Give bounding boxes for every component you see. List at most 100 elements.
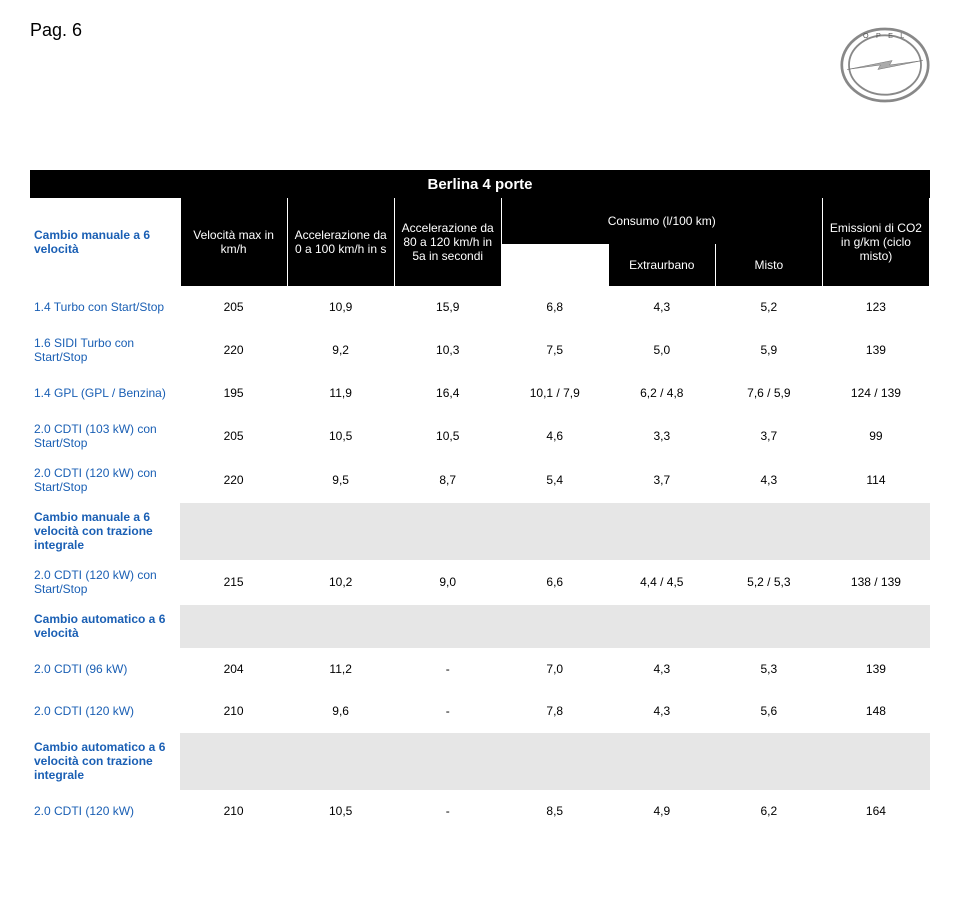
data-cell: 205 — [180, 286, 287, 328]
data-cell: 9,2 — [287, 328, 394, 372]
data-cell: - — [394, 690, 501, 732]
section-empty-cell — [715, 732, 822, 790]
data-cell: 5,9 — [715, 328, 822, 372]
data-cell: 16,4 — [394, 372, 501, 414]
data-cell: 9,5 — [287, 458, 394, 502]
col-acc-80-120: Accelerazione da 80 a 120 km/h in 5a in … — [394, 198, 501, 286]
data-cell: 164 — [822, 790, 929, 832]
row-label: 2.0 CDTI (120 kW) con Start/Stop — [30, 560, 180, 604]
data-cell: 139 — [822, 648, 929, 690]
data-cell: 7,5 — [501, 328, 608, 372]
col-emissioni: Emissioni di CO2 in g/km (ciclo misto) — [822, 198, 929, 286]
data-cell: 215 — [180, 560, 287, 604]
section-empty-cell — [822, 732, 929, 790]
data-cell: 6,6 — [501, 560, 608, 604]
data-cell: 4,3 — [608, 286, 715, 328]
table-body: 1.4 Turbo con Start/Stop20510,915,96,84,… — [30, 286, 930, 832]
data-cell: - — [394, 790, 501, 832]
data-cell: 4,3 — [608, 690, 715, 732]
data-cell: 10,1 / 7,9 — [501, 372, 608, 414]
row-label: 2.0 CDTI (120 kW) — [30, 790, 180, 832]
data-cell: 4,3 — [608, 648, 715, 690]
data-cell: 7,8 — [501, 690, 608, 732]
table-row: 2.0 CDTI (120 kW)2109,6-7,84,35,6148 — [30, 690, 930, 732]
section-empty-cell — [394, 604, 501, 648]
col-vel-max: Velocità max in km/h — [180, 198, 287, 286]
section-empty-cell — [180, 732, 287, 790]
table-row: 2.0 CDTI (96 kW)20411,2-7,04,35,3139 — [30, 648, 930, 690]
col-extraurbano: Extraurbano — [608, 244, 715, 286]
svg-text:O P E L: O P E L — [863, 31, 907, 40]
data-cell: 8,5 — [501, 790, 608, 832]
data-cell: 5,0 — [608, 328, 715, 372]
section-empty-cell — [180, 502, 287, 560]
data-cell: 10,3 — [394, 328, 501, 372]
data-cell: 5,2 — [715, 286, 822, 328]
section-label: Cambio automatico a 6 velocità con trazi… — [30, 732, 180, 790]
section-empty-cell — [501, 502, 608, 560]
table-row: 2.0 CDTI (120 kW)21010,5-8,54,96,2164 — [30, 790, 930, 832]
section-empty-cell — [287, 502, 394, 560]
data-cell: 11,9 — [287, 372, 394, 414]
data-cell: 210 — [180, 690, 287, 732]
data-cell: 220 — [180, 458, 287, 502]
section-empty-cell — [822, 604, 929, 648]
row-label: 1.6 SIDI Turbo con Start/Stop — [30, 328, 180, 372]
section-empty-cell — [501, 732, 608, 790]
data-cell: - — [394, 648, 501, 690]
table-row: 1.4 Turbo con Start/Stop20510,915,96,84,… — [30, 286, 930, 328]
row-label: 2.0 CDTI (96 kW) — [30, 648, 180, 690]
data-cell: 138 / 139 — [822, 560, 929, 604]
section-empty-cell — [608, 502, 715, 560]
data-cell: 124 / 139 — [822, 372, 929, 414]
data-cell: 5,3 — [715, 648, 822, 690]
data-cell: 8,7 — [394, 458, 501, 502]
row-label: 2.0 CDTI (103 kW) con Start/Stop — [30, 414, 180, 458]
data-cell: 9,0 — [394, 560, 501, 604]
data-cell: 205 — [180, 414, 287, 458]
data-cell: 3,7 — [608, 458, 715, 502]
data-cell: 204 — [180, 648, 287, 690]
table-row: 2.0 CDTI (103 kW) con Start/Stop20510,51… — [30, 414, 930, 458]
data-cell: 220 — [180, 328, 287, 372]
section-empty-cell — [608, 732, 715, 790]
page-label: Pag. 6 — [30, 20, 82, 41]
data-cell: 6,2 / 4,8 — [608, 372, 715, 414]
data-cell: 4,4 / 4,5 — [608, 560, 715, 604]
table-row: 1.6 SIDI Turbo con Start/Stop2209,210,37… — [30, 328, 930, 372]
data-cell: 6,2 — [715, 790, 822, 832]
data-cell: 3,3 — [608, 414, 715, 458]
data-cell: 10,9 — [287, 286, 394, 328]
data-cell: 10,5 — [287, 414, 394, 458]
row-label: 2.0 CDTI (120 kW) con Start/Stop — [30, 458, 180, 502]
section-empty-cell — [180, 604, 287, 648]
section-empty-cell — [501, 604, 608, 648]
table-row: Cambio automatico a 6 velocità — [30, 604, 930, 648]
table-title-bar: Berlina 4 porte — [30, 170, 930, 198]
data-cell: 5,4 — [501, 458, 608, 502]
data-cell: 148 — [822, 690, 929, 732]
col-acc-0-100: Accelerazione da 0 a 100 km/h in s — [287, 198, 394, 286]
header-blank: Cambio manuale a 6 velocità — [30, 198, 180, 286]
section-empty-cell — [715, 502, 822, 560]
row-label: 2.0 CDTI (120 kW) — [30, 690, 180, 732]
data-cell: 7,6 / 5,9 — [715, 372, 822, 414]
data-cell: 4,6 — [501, 414, 608, 458]
data-cell: 5,6 — [715, 690, 822, 732]
table-row: 2.0 CDTI (120 kW) con Start/Stop2209,58,… — [30, 458, 930, 502]
section-empty-cell — [394, 732, 501, 790]
section-empty-cell — [394, 502, 501, 560]
data-cell: 210 — [180, 790, 287, 832]
opel-logo: O P E L — [840, 20, 930, 110]
data-cell: 15,9 — [394, 286, 501, 328]
table-row: Cambio automatico a 6 velocità con trazi… — [30, 732, 930, 790]
data-cell: 10,5 — [287, 790, 394, 832]
section-empty-cell — [287, 604, 394, 648]
table-row: 2.0 CDTI (120 kW) con Start/Stop21510,29… — [30, 560, 930, 604]
data-cell: 3,7 — [715, 414, 822, 458]
col-urbano: Urbano — [501, 244, 608, 286]
data-cell: 10,2 — [287, 560, 394, 604]
section-empty-cell — [287, 732, 394, 790]
section-empty-cell — [822, 502, 929, 560]
data-cell: 114 — [822, 458, 929, 502]
